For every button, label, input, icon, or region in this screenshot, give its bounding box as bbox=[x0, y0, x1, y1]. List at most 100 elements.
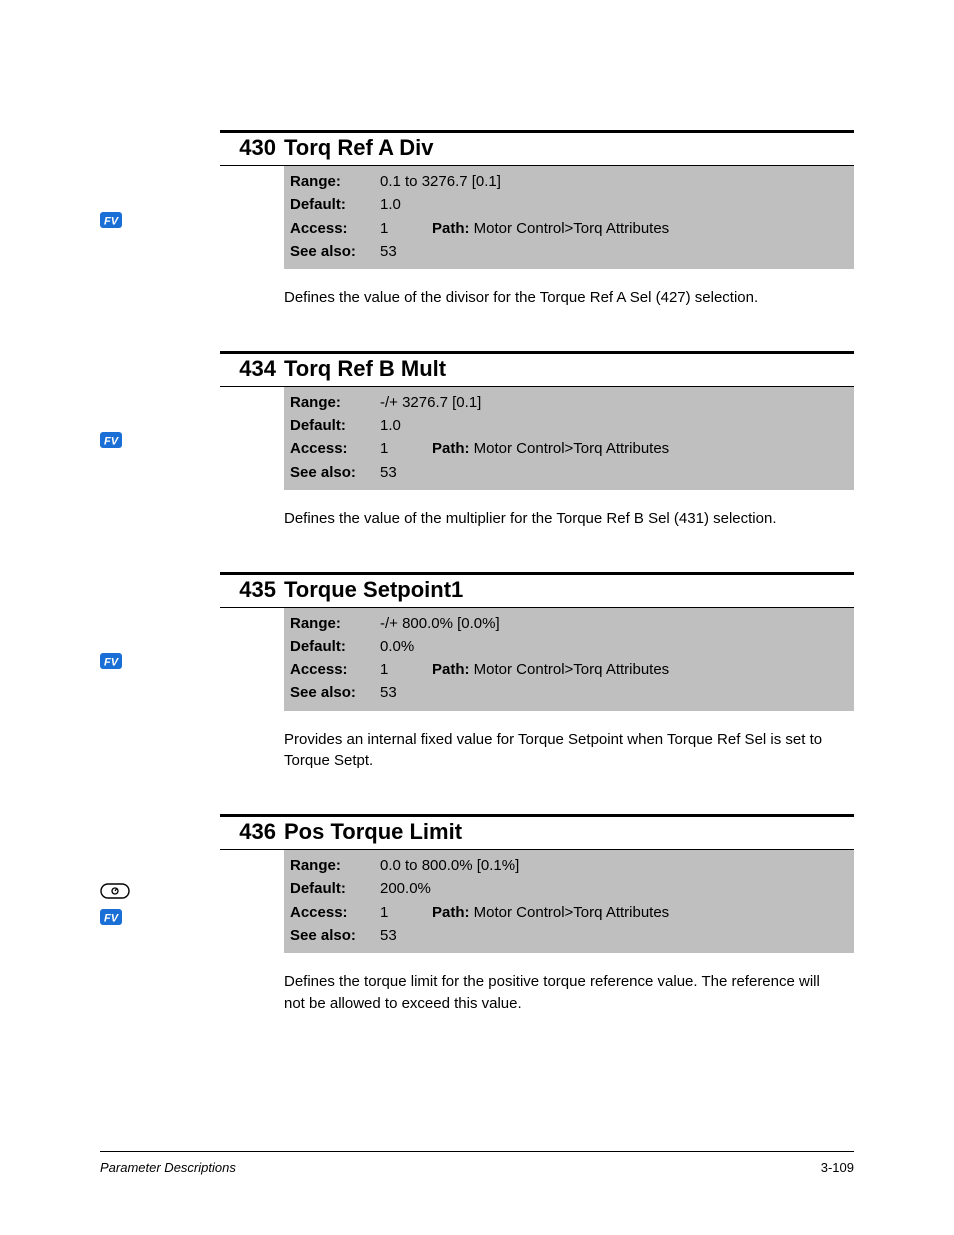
see-also-label: See also: bbox=[290, 924, 380, 947]
path-label: Path: bbox=[432, 661, 474, 678]
parameter-block: 434 Torq Ref B Mult FV Range: -/+ 3276.7… bbox=[100, 351, 854, 530]
parameter-number: 434 bbox=[220, 356, 284, 382]
see-also-row: See also: 53 bbox=[290, 461, 848, 484]
range-value: 0.0 to 800.0% [0.1%] bbox=[380, 854, 848, 877]
default-row: Default: 200.0% bbox=[290, 877, 848, 900]
path-cell: Path: Motor Control>Torq Attributes bbox=[432, 217, 848, 240]
footer-section-title: Parameter Descriptions bbox=[100, 1160, 236, 1175]
see-also-value: 53 bbox=[380, 461, 848, 484]
see-also-row: See also: 53 bbox=[290, 924, 848, 947]
parameter-icons: FV bbox=[100, 387, 220, 490]
path-value: Motor Control>Torq Attributes bbox=[474, 440, 670, 457]
parameter-block: 430 Torq Ref A Div FV Range: 0.1 to 3276… bbox=[100, 130, 854, 309]
see-also-row: See also: 53 bbox=[290, 240, 848, 263]
parameter-icons: FV bbox=[100, 850, 220, 953]
parameter-description: Defines the torque limit for the positiv… bbox=[284, 953, 854, 1015]
see-also-value: 53 bbox=[380, 681, 848, 704]
parameter-title: Torq Ref B Mult bbox=[284, 356, 446, 382]
path-value: Motor Control>Torq Attributes bbox=[474, 904, 670, 921]
access-row: Access: 1 Path: Motor Control>Torq Attri… bbox=[290, 217, 848, 240]
see-also-label: See also: bbox=[290, 681, 380, 704]
parameter-header: 434 Torq Ref B Mult bbox=[220, 354, 854, 387]
access-value: 1 bbox=[380, 217, 432, 240]
parameter-description: Provides an internal fixed value for Tor… bbox=[284, 711, 854, 773]
parameter-body: FV Range: 0.1 to 3276.7 [0.1] Default: 1… bbox=[100, 166, 854, 269]
page-footer: Parameter Descriptions 3-109 bbox=[100, 1151, 854, 1175]
access-label: Access: bbox=[290, 658, 380, 681]
default-label: Default: bbox=[290, 635, 380, 658]
path-cell: Path: Motor Control>Torq Attributes bbox=[432, 901, 848, 924]
parameter-title: Torque Setpoint1 bbox=[284, 577, 463, 603]
path-cell: Path: Motor Control>Torq Attributes bbox=[432, 437, 848, 460]
access-value: 1 bbox=[380, 437, 432, 460]
parameter-block: 436 Pos Torque Limit FV Range: 0.0 to 80… bbox=[100, 814, 854, 1015]
svg-text:FV: FV bbox=[104, 657, 120, 669]
path-label: Path: bbox=[432, 220, 474, 237]
range-label: Range: bbox=[290, 170, 380, 193]
path-label: Path: bbox=[432, 904, 474, 921]
parameter-title: Torq Ref A Div bbox=[284, 135, 434, 161]
parameter-body: FV Range: -/+ 800.0% [0.0%] Default: 0.0… bbox=[100, 608, 854, 711]
parameter-icons: FV bbox=[100, 608, 220, 711]
fv-icon: FV bbox=[100, 653, 122, 669]
parameter-info-table: Range: 0.0 to 800.0% [0.1%] Default: 200… bbox=[284, 850, 854, 953]
default-row: Default: 0.0% bbox=[290, 635, 848, 658]
parameter-info-table: Range: -/+ 800.0% [0.0%] Default: 0.0% A… bbox=[284, 608, 854, 711]
default-label: Default: bbox=[290, 193, 380, 216]
access-label: Access: bbox=[290, 901, 380, 924]
gauge-icon bbox=[100, 883, 130, 899]
range-row: Range: 0.0 to 800.0% [0.1%] bbox=[290, 854, 848, 877]
parameter-info-table: Range: -/+ 3276.7 [0.1] Default: 1.0 Acc… bbox=[284, 387, 854, 490]
access-row: Access: 1 Path: Motor Control>Torq Attri… bbox=[290, 901, 848, 924]
default-value: 1.0 bbox=[380, 193, 848, 216]
access-row: Access: 1 Path: Motor Control>Torq Attri… bbox=[290, 437, 848, 460]
parameter-header: 435 Torque Setpoint1 bbox=[220, 575, 854, 608]
footer-page-number: 3-109 bbox=[821, 1160, 854, 1175]
parameter-description: Defines the value of the multiplier for … bbox=[284, 490, 854, 530]
parameter-title: Pos Torque Limit bbox=[284, 819, 462, 845]
document-page: 430 Torq Ref A Div FV Range: 0.1 to 3276… bbox=[0, 0, 954, 1235]
path-value: Motor Control>Torq Attributes bbox=[474, 220, 670, 237]
parameters-list: 430 Torq Ref A Div FV Range: 0.1 to 3276… bbox=[100, 130, 854, 1015]
see-also-row: See also: 53 bbox=[290, 681, 848, 704]
range-label: Range: bbox=[290, 391, 380, 414]
range-row: Range: -/+ 3276.7 [0.1] bbox=[290, 391, 848, 414]
default-label: Default: bbox=[290, 877, 380, 900]
range-label: Range: bbox=[290, 854, 380, 877]
path-value: Motor Control>Torq Attributes bbox=[474, 661, 670, 678]
see-also-value: 53 bbox=[380, 240, 848, 263]
fv-icon: FV bbox=[100, 212, 122, 228]
parameter-body: FV Range: 0.0 to 800.0% [0.1%] Default: … bbox=[100, 850, 854, 953]
range-label: Range: bbox=[290, 612, 380, 635]
path-cell: Path: Motor Control>Torq Attributes bbox=[432, 658, 848, 681]
default-value: 0.0% bbox=[380, 635, 848, 658]
see-also-label: See also: bbox=[290, 240, 380, 263]
range-row: Range: -/+ 800.0% [0.0%] bbox=[290, 612, 848, 635]
range-value: -/+ 3276.7 [0.1] bbox=[380, 391, 848, 414]
default-row: Default: 1.0 bbox=[290, 193, 848, 216]
access-label: Access: bbox=[290, 437, 380, 460]
default-label: Default: bbox=[290, 414, 380, 437]
default-value: 1.0 bbox=[380, 414, 848, 437]
parameter-number: 430 bbox=[220, 135, 284, 161]
fv-icon: FV bbox=[100, 432, 122, 448]
default-row: Default: 1.0 bbox=[290, 414, 848, 437]
parameter-icons: FV bbox=[100, 166, 220, 269]
range-row: Range: 0.1 to 3276.7 [0.1] bbox=[290, 170, 848, 193]
parameter-description: Defines the value of the divisor for the… bbox=[284, 269, 854, 309]
range-value: 0.1 to 3276.7 [0.1] bbox=[380, 170, 848, 193]
parameter-block: 435 Torque Setpoint1 FV Range: -/+ 800.0… bbox=[100, 572, 854, 773]
see-also-label: See also: bbox=[290, 461, 380, 484]
fv-icon: FV bbox=[100, 909, 122, 925]
access-value: 1 bbox=[380, 658, 432, 681]
parameter-header: 430 Torq Ref A Div bbox=[220, 133, 854, 166]
parameter-number: 436 bbox=[220, 819, 284, 845]
access-value: 1 bbox=[380, 901, 432, 924]
range-value: -/+ 800.0% [0.0%] bbox=[380, 612, 848, 635]
path-label: Path: bbox=[432, 440, 474, 457]
svg-text:FV: FV bbox=[104, 215, 120, 227]
parameter-header: 436 Pos Torque Limit bbox=[220, 817, 854, 850]
svg-text:FV: FV bbox=[104, 436, 120, 448]
access-label: Access: bbox=[290, 217, 380, 240]
parameter-info-table: Range: 0.1 to 3276.7 [0.1] Default: 1.0 … bbox=[284, 166, 854, 269]
